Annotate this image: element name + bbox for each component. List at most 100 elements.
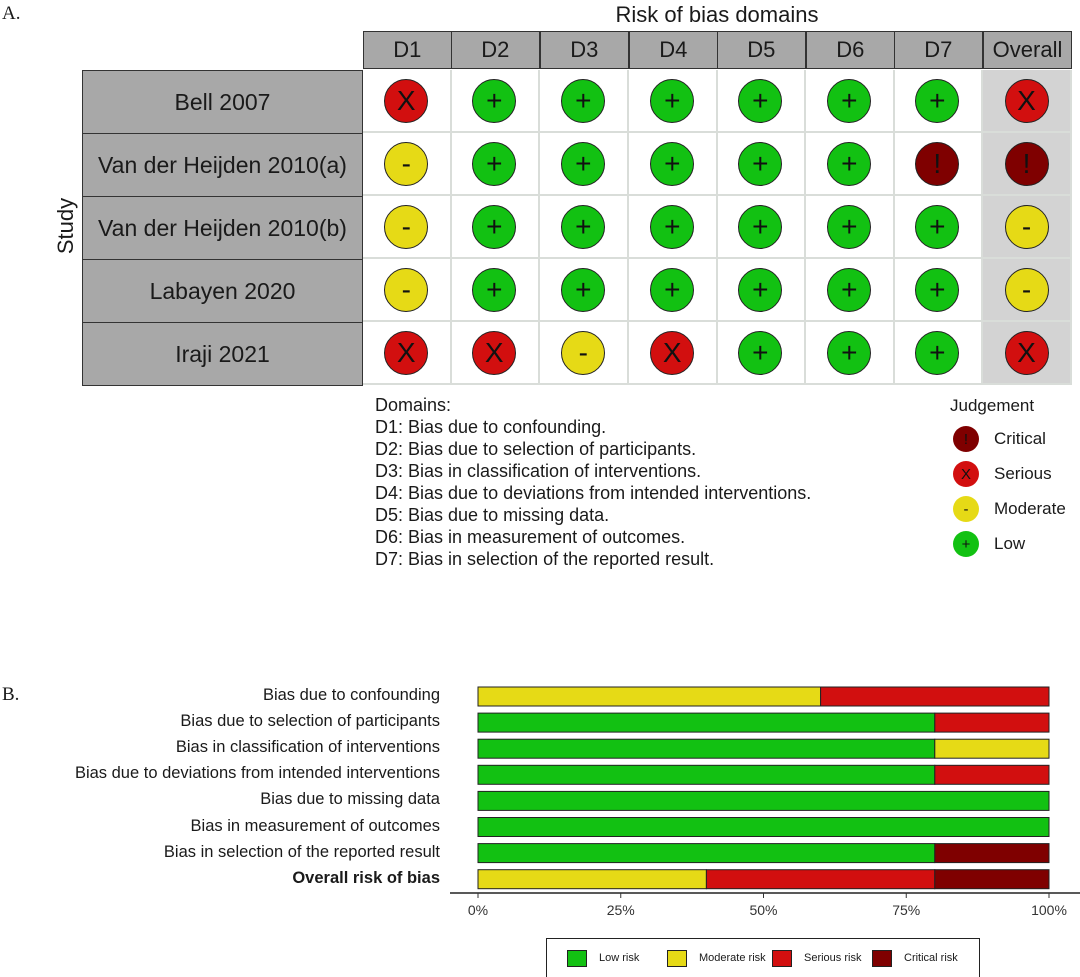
x-tick-label: 100% bbox=[1031, 902, 1067, 918]
panel-b-label: B. bbox=[2, 684, 20, 705]
judgement-cell: + bbox=[894, 196, 983, 259]
judgement-cell: + bbox=[806, 133, 895, 196]
judgement-cell: - bbox=[983, 196, 1072, 259]
bar-segment-low bbox=[477, 817, 1050, 837]
serious-judgement-icon: X bbox=[472, 330, 517, 375]
low-judgement-icon: + bbox=[738, 204, 783, 249]
bar-segment-low bbox=[477, 712, 936, 733]
domain-description: D1: Bias due to confounding. bbox=[375, 417, 607, 437]
serious-judgement-icon: X bbox=[384, 330, 429, 375]
serious-judgement-icon: X bbox=[1004, 330, 1049, 375]
bar-category-label: Bias in measurement of outcomes bbox=[190, 816, 440, 835]
x-tick-label: 50% bbox=[749, 902, 778, 918]
low-judgement-icon: + bbox=[650, 267, 695, 312]
judgement-cell: + bbox=[540, 196, 629, 259]
judgement-cell: - bbox=[983, 259, 1072, 322]
study-label: Labayen 2020 bbox=[82, 259, 363, 323]
moderate-legend-icon: - bbox=[953, 496, 979, 522]
low-judgement-icon: + bbox=[738, 78, 783, 123]
bar-category-label: Bias due to selection of participants bbox=[180, 712, 440, 731]
critical-legend-icon: ! bbox=[953, 426, 979, 452]
low-judgement-icon: + bbox=[738, 330, 783, 375]
bar-segment-low bbox=[477, 843, 936, 864]
judgement-cell: + bbox=[894, 322, 983, 385]
domains-list: D1: Bias due to confounding. D2: Bias due… bbox=[375, 416, 811, 570]
study-label: Iraji 2021 bbox=[82, 322, 363, 386]
bar-segment-moderate bbox=[934, 738, 1050, 759]
low-legend-swatch bbox=[567, 949, 587, 967]
domains-title: Domains: bbox=[375, 395, 452, 415]
low-judgement-icon: + bbox=[650, 78, 695, 123]
low-judgement-icon: + bbox=[561, 204, 606, 249]
bar-segment-critical bbox=[934, 843, 1050, 864]
bar-segment-critical bbox=[934, 869, 1050, 890]
judgement-cell: + bbox=[629, 133, 718, 196]
domain-description: D6: Bias in measurement of outcomes. bbox=[375, 527, 686, 547]
low-judgement-icon: + bbox=[738, 141, 783, 186]
bar-segment-serious bbox=[820, 686, 1050, 707]
moderate-judgement-icon: - bbox=[384, 204, 429, 249]
judgement-cell: + bbox=[717, 196, 806, 259]
low-judgement-icon: + bbox=[561, 141, 606, 186]
judgement-cell: X bbox=[451, 322, 540, 385]
rob-title: Risk of bias domains bbox=[615, 2, 819, 27]
x-tick-label: 75% bbox=[892, 902, 921, 918]
study-label: Van der Heijden 2010(a) bbox=[82, 133, 363, 197]
judgement-legend-label: Low bbox=[994, 534, 1026, 553]
low-judgement-icon: + bbox=[827, 141, 872, 186]
domain-description: D3: Bias in classification of interventi… bbox=[375, 461, 702, 481]
judgement-cell: + bbox=[540, 70, 629, 133]
bar-legend-label: Serious risk bbox=[804, 952, 862, 964]
bar-segment-serious bbox=[934, 712, 1050, 733]
bar-category-label: Bias in selection of the reported result bbox=[163, 842, 440, 861]
domain-header-d4: D4 bbox=[629, 31, 718, 69]
moderate-judgement-icon: - bbox=[384, 267, 429, 312]
low-judgement-icon: + bbox=[827, 267, 872, 312]
domain-header-d1: D1 bbox=[363, 31, 452, 69]
low-judgement-icon: + bbox=[472, 78, 517, 123]
bar-category-label: Bias due to deviations from intended int… bbox=[74, 764, 440, 783]
judgement-cell: + bbox=[806, 196, 895, 259]
judgement-cell: + bbox=[806, 259, 895, 322]
judgement-cell: + bbox=[717, 133, 806, 196]
judgement-legend-label: Moderate bbox=[994, 499, 1066, 518]
low-judgement-icon: + bbox=[472, 141, 517, 186]
judgement-cell: X bbox=[363, 322, 452, 385]
judgement-cell: + bbox=[629, 70, 718, 133]
bar-legend-label: Critical risk bbox=[904, 952, 958, 964]
panel-a-label: A. bbox=[2, 3, 21, 24]
bar-segment-low bbox=[477, 738, 936, 759]
x-tick-label: 25% bbox=[606, 902, 635, 918]
bar-segment-moderate bbox=[477, 686, 822, 707]
judgement-cell: - bbox=[540, 322, 629, 385]
moderate-judgement-icon: - bbox=[561, 330, 606, 375]
bar-segment-serious bbox=[705, 869, 936, 890]
critical-judgement-icon: ! bbox=[1004, 141, 1049, 186]
low-judgement-icon: + bbox=[915, 204, 960, 249]
low-judgement-icon: + bbox=[827, 330, 872, 375]
serious-judgement-icon: X bbox=[1004, 78, 1049, 123]
judgement-cell: X bbox=[363, 70, 452, 133]
low-judgement-icon: + bbox=[827, 204, 872, 249]
judgement-legend-label: Critical bbox=[994, 429, 1046, 448]
domain-header-d5: D5 bbox=[717, 31, 806, 69]
serious-legend-swatch bbox=[772, 949, 792, 967]
serious-legend-icon: X bbox=[953, 461, 979, 487]
judgement-cell: + bbox=[806, 322, 895, 385]
study-label: Van der Heijden 2010(b) bbox=[82, 196, 363, 260]
judgement-cell: X bbox=[983, 70, 1072, 133]
low-judgement-icon: + bbox=[561, 78, 606, 123]
judgement-cell: + bbox=[540, 133, 629, 196]
serious-judgement-icon: X bbox=[650, 330, 695, 375]
bar-segment-serious bbox=[934, 764, 1050, 785]
domain-header-d2: D2 bbox=[451, 31, 540, 69]
low-judgement-icon: + bbox=[472, 204, 517, 249]
moderate-judgement-icon: - bbox=[1004, 204, 1049, 249]
judgement-cell: + bbox=[540, 259, 629, 322]
critical-legend-swatch bbox=[872, 949, 892, 967]
moderate-judgement-icon: - bbox=[384, 141, 429, 186]
bar-legend-item: Moderate risk bbox=[667, 949, 772, 967]
low-judgement-icon: + bbox=[650, 141, 695, 186]
judgement-cell: - bbox=[363, 196, 452, 259]
judgement-legend-label: Serious bbox=[994, 464, 1052, 483]
